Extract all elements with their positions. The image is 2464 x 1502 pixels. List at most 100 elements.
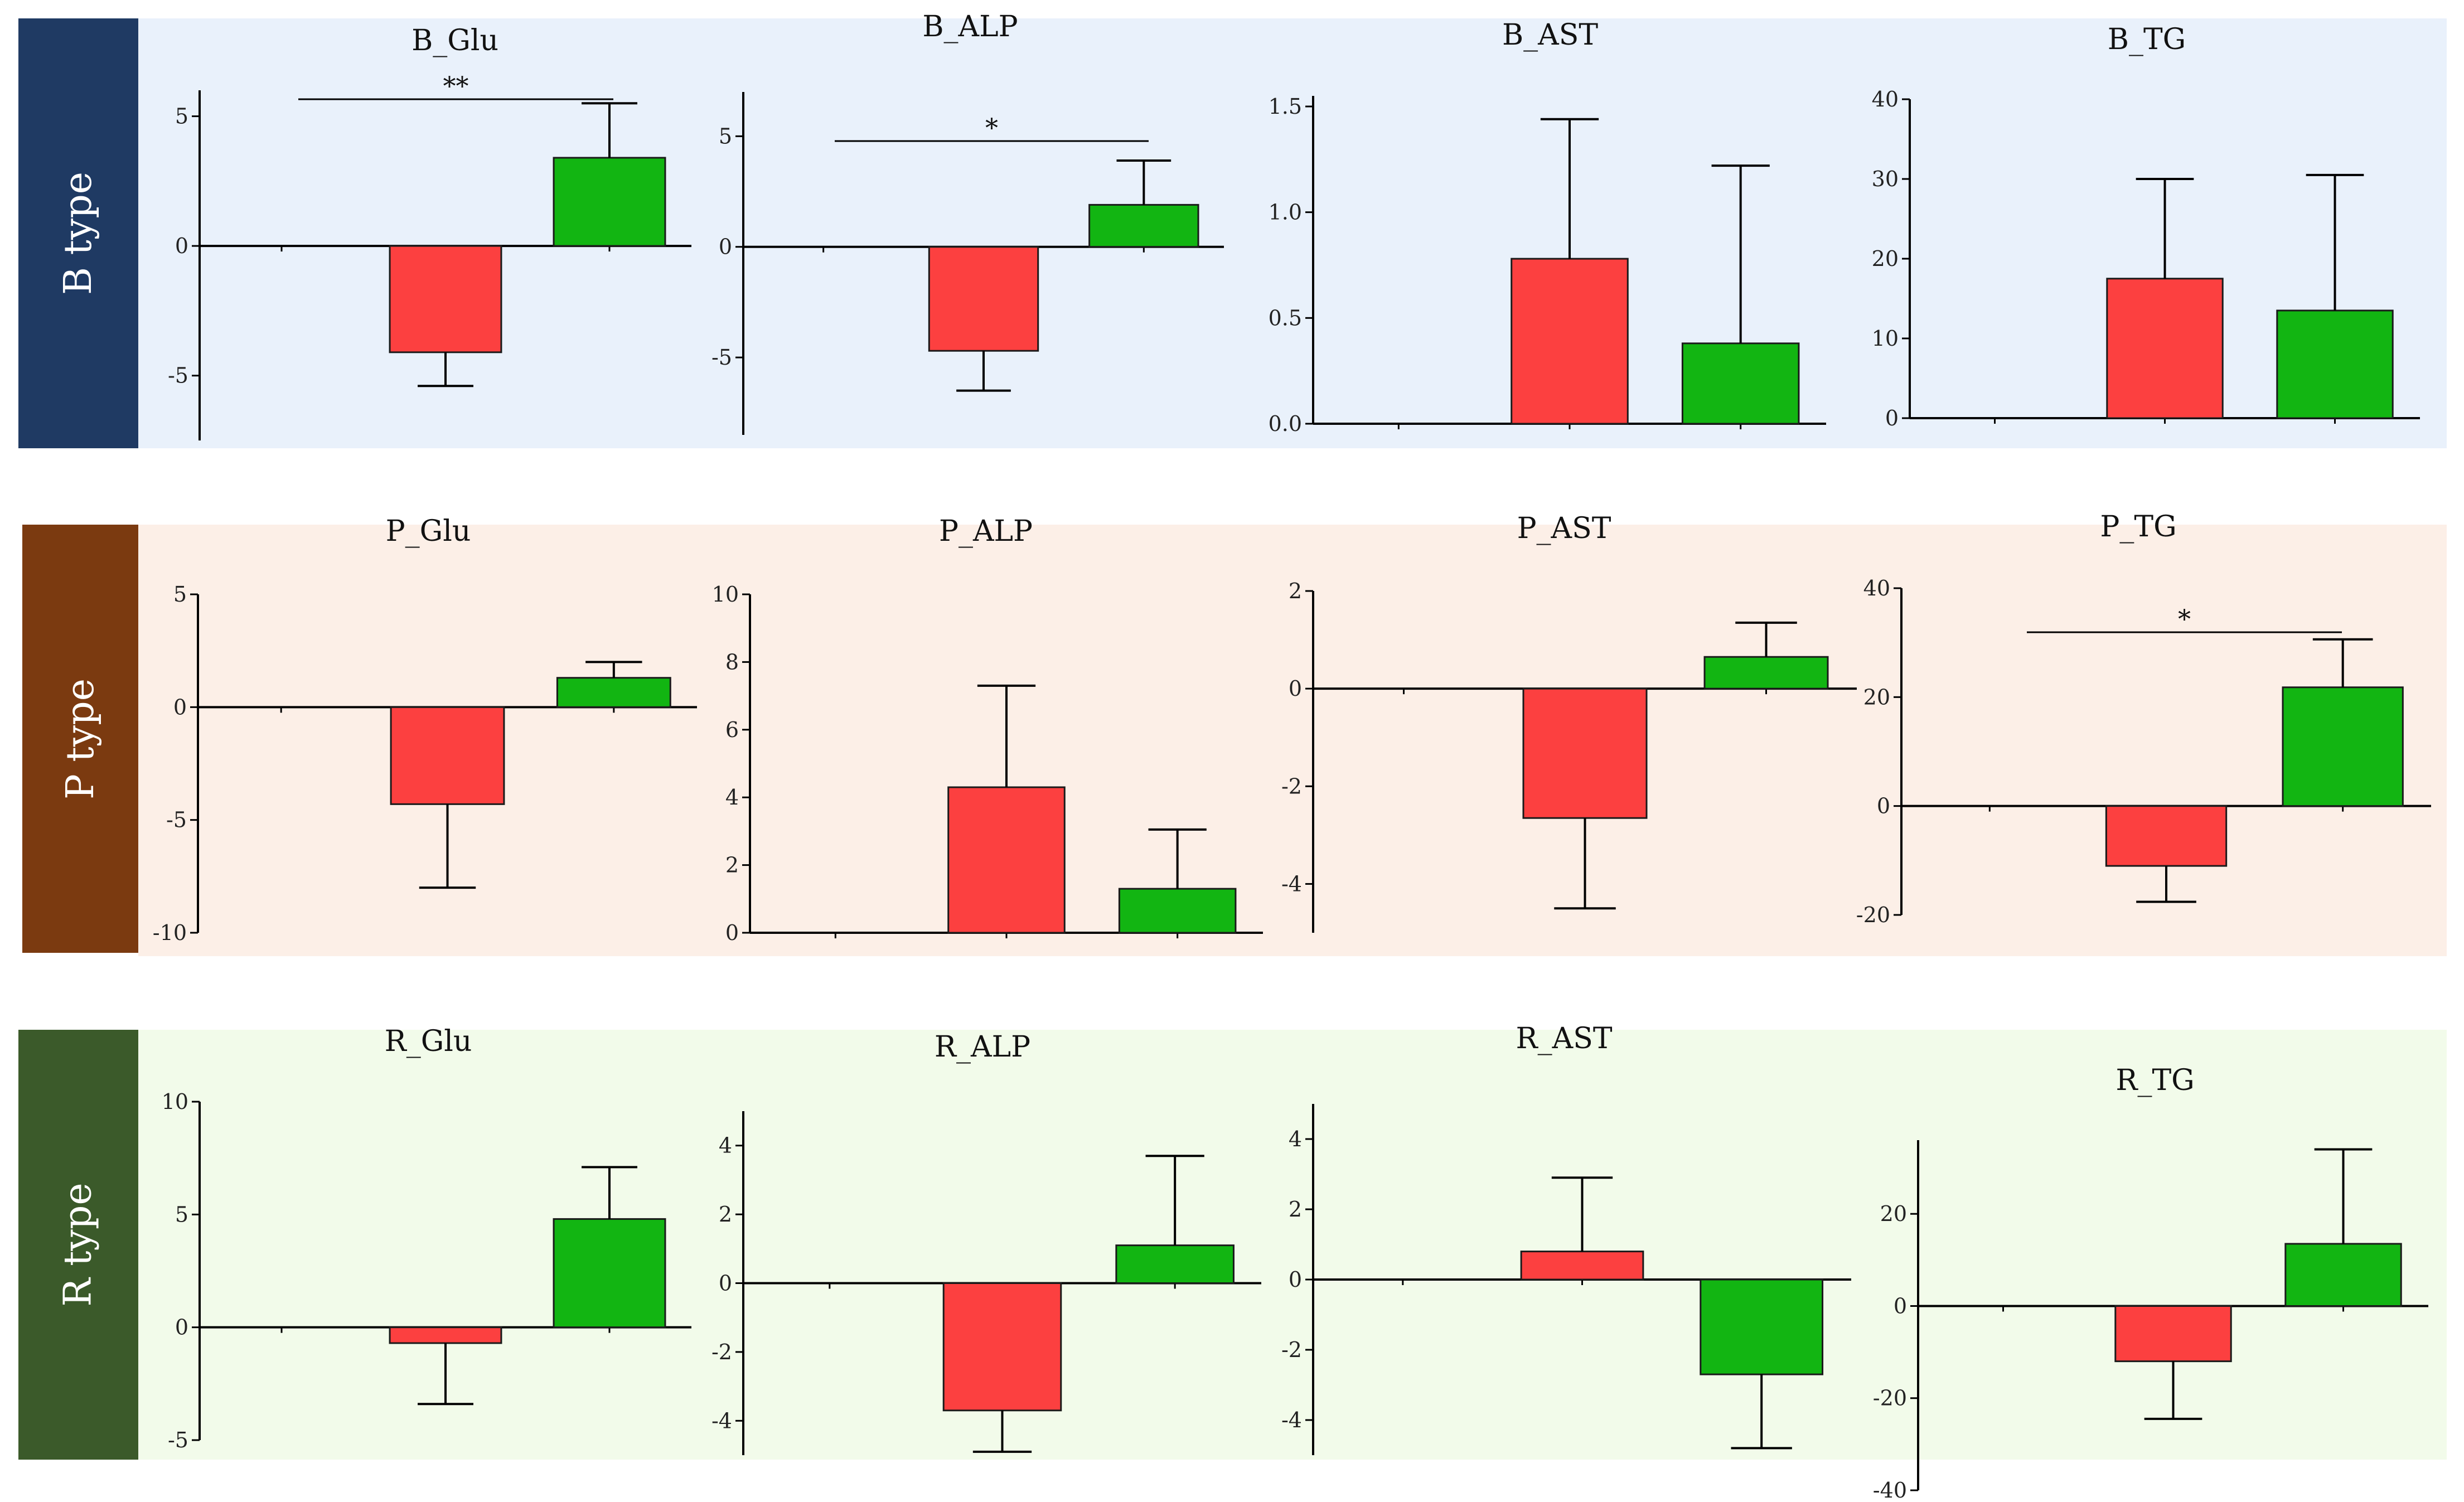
- r-ast-y-tick-label: 4: [1289, 1127, 1302, 1151]
- b-tg-y-tick-label: 40: [1872, 87, 1899, 112]
- b-tg-title: B_TG: [2108, 23, 2186, 56]
- p-tg-title: P_TG: [2100, 510, 2176, 544]
- row-label-b-type: B type: [18, 18, 138, 448]
- b-ast-y-tick-label: 1.5: [1269, 94, 1302, 119]
- b-tg-y-tick-label: 30: [1872, 167, 1899, 191]
- b-glu-y-tick-label: -5: [168, 364, 188, 388]
- b-alp-y-tick-label: 5: [719, 124, 732, 148]
- p-glu-y-tick-label: 0: [173, 695, 187, 719]
- row-band-b: [138, 18, 2447, 448]
- b-alp-title: B_ALP: [922, 10, 1018, 43]
- r-tg-y-tick-label: 0: [1894, 1293, 1907, 1318]
- r-alp-y-tick-label: -2: [711, 1340, 732, 1364]
- r-tg-bar: [2114, 1305, 2232, 1363]
- r-alp-y-tick-label: -4: [711, 1408, 732, 1433]
- r-glu-bar: [553, 1218, 666, 1329]
- r-alp-bar: [942, 1282, 1062, 1412]
- b-ast-bar: [1511, 258, 1629, 425]
- r-glu-y-tick-label: 10: [162, 1089, 188, 1114]
- b-glu-title: B_Glu: [412, 24, 498, 57]
- p-ast-bar: [1703, 656, 1829, 690]
- row-band-r: [138, 1030, 2447, 1460]
- b-alp-bar: [1088, 204, 1199, 248]
- b-ast-bar: [1681, 342, 1800, 425]
- b-glu-significance-label: **: [443, 71, 469, 101]
- p-ast-y-tick-label: 0: [1289, 676, 1302, 701]
- r-alp-y-tick-label: 4: [719, 1133, 732, 1158]
- b-tg-bar: [2276, 309, 2394, 419]
- r-tg-title: R_TG: [2116, 1064, 2194, 1097]
- p-alp-y-tick-label: 2: [725, 853, 739, 878]
- r-tg-bar: [2284, 1243, 2402, 1307]
- r-ast-y-tick-label: 0: [1289, 1267, 1302, 1292]
- p-tg-bar: [2282, 686, 2404, 807]
- p-alp-y-tick-label: 8: [725, 650, 739, 674]
- r-alp-title: R_ALP: [935, 1030, 1030, 1064]
- p-alp-bar: [947, 786, 1066, 934]
- p-tg-bar: [2105, 805, 2228, 867]
- b-ast-y-tick-label: 0.5: [1269, 306, 1302, 330]
- p-glu-bar: [390, 706, 505, 805]
- r-ast-y-tick-label: -2: [1281, 1338, 1302, 1362]
- p-glu-y-tick-label: -10: [153, 920, 187, 945]
- p-tg-significance-label: *: [2178, 604, 2191, 634]
- b-alp-y-tick-label: -5: [711, 345, 732, 370]
- p-alp-y-tick-label: 4: [725, 785, 739, 810]
- p-alp-y-tick-label: 6: [725, 718, 739, 742]
- r-ast-y-tick-label: -4: [1281, 1408, 1302, 1432]
- p-alp-y-tick-label: 0: [725, 920, 739, 945]
- b-glu-bar: [553, 157, 666, 247]
- p-tg-y-tick-label: 0: [1877, 794, 1890, 818]
- r-ast-title: R_AST: [1516, 1022, 1612, 1055]
- p-glu-y-tick-label: -5: [166, 808, 187, 832]
- b-glu-bar: [389, 245, 502, 353]
- r-glu-y-tick-label: -5: [168, 1428, 188, 1452]
- b-alp-significance-label: *: [985, 113, 998, 143]
- p-ast-y-tick-label: -4: [1281, 871, 1302, 896]
- b-tg-y-tick-label: 0: [1885, 406, 1899, 430]
- p-glu-bar: [556, 677, 671, 708]
- b-tg-y-tick-label: 20: [1872, 246, 1899, 271]
- r-tg-y-tick-label: 20: [1880, 1201, 1907, 1226]
- p-ast-y-tick-label: -2: [1281, 774, 1302, 798]
- b-alp-bar: [928, 246, 1039, 352]
- p-glu-title: P_Glu: [386, 515, 471, 548]
- b-ast-y-tick-label: 1.0: [1269, 200, 1302, 225]
- p-alp-bar: [1118, 888, 1237, 934]
- p-alp-title: P_ALP: [939, 515, 1033, 548]
- r-alp-y-tick-label: 0: [719, 1271, 732, 1296]
- r-ast-y-tick-label: 2: [1289, 1197, 1302, 1222]
- r-ast-bar: [1700, 1278, 1824, 1375]
- b-glu-y-tick-label: 5: [175, 104, 188, 129]
- b-tg-y-tick-label: 10: [1872, 326, 1899, 351]
- r-alp-y-tick-label: 2: [719, 1202, 732, 1227]
- row-band-p: [138, 525, 2447, 956]
- r-glu-y-tick-label: 5: [175, 1202, 188, 1227]
- r-glu-y-tick-label: 0: [175, 1315, 188, 1340]
- p-ast-title: P_AST: [1517, 512, 1611, 545]
- p-glu-y-tick-label: 5: [173, 582, 187, 607]
- r-glu-bar: [389, 1326, 502, 1344]
- b-ast-title: B_AST: [1502, 18, 1598, 52]
- r-alp-bar: [1115, 1244, 1235, 1284]
- row-label-p-type: P type: [22, 525, 138, 953]
- r-ast-bar: [1520, 1251, 1644, 1281]
- row-label-r-type: R type: [18, 1030, 138, 1460]
- p-tg-y-tick-label: 20: [1863, 685, 1890, 709]
- b-alp-y-tick-label: 0: [719, 235, 732, 259]
- p-ast-bar: [1522, 687, 1648, 819]
- r-glu-title: R_Glu: [385, 1025, 472, 1058]
- r-tg-y-tick-label: -20: [1873, 1386, 1907, 1411]
- b-glu-y-tick-label: 0: [175, 234, 188, 258]
